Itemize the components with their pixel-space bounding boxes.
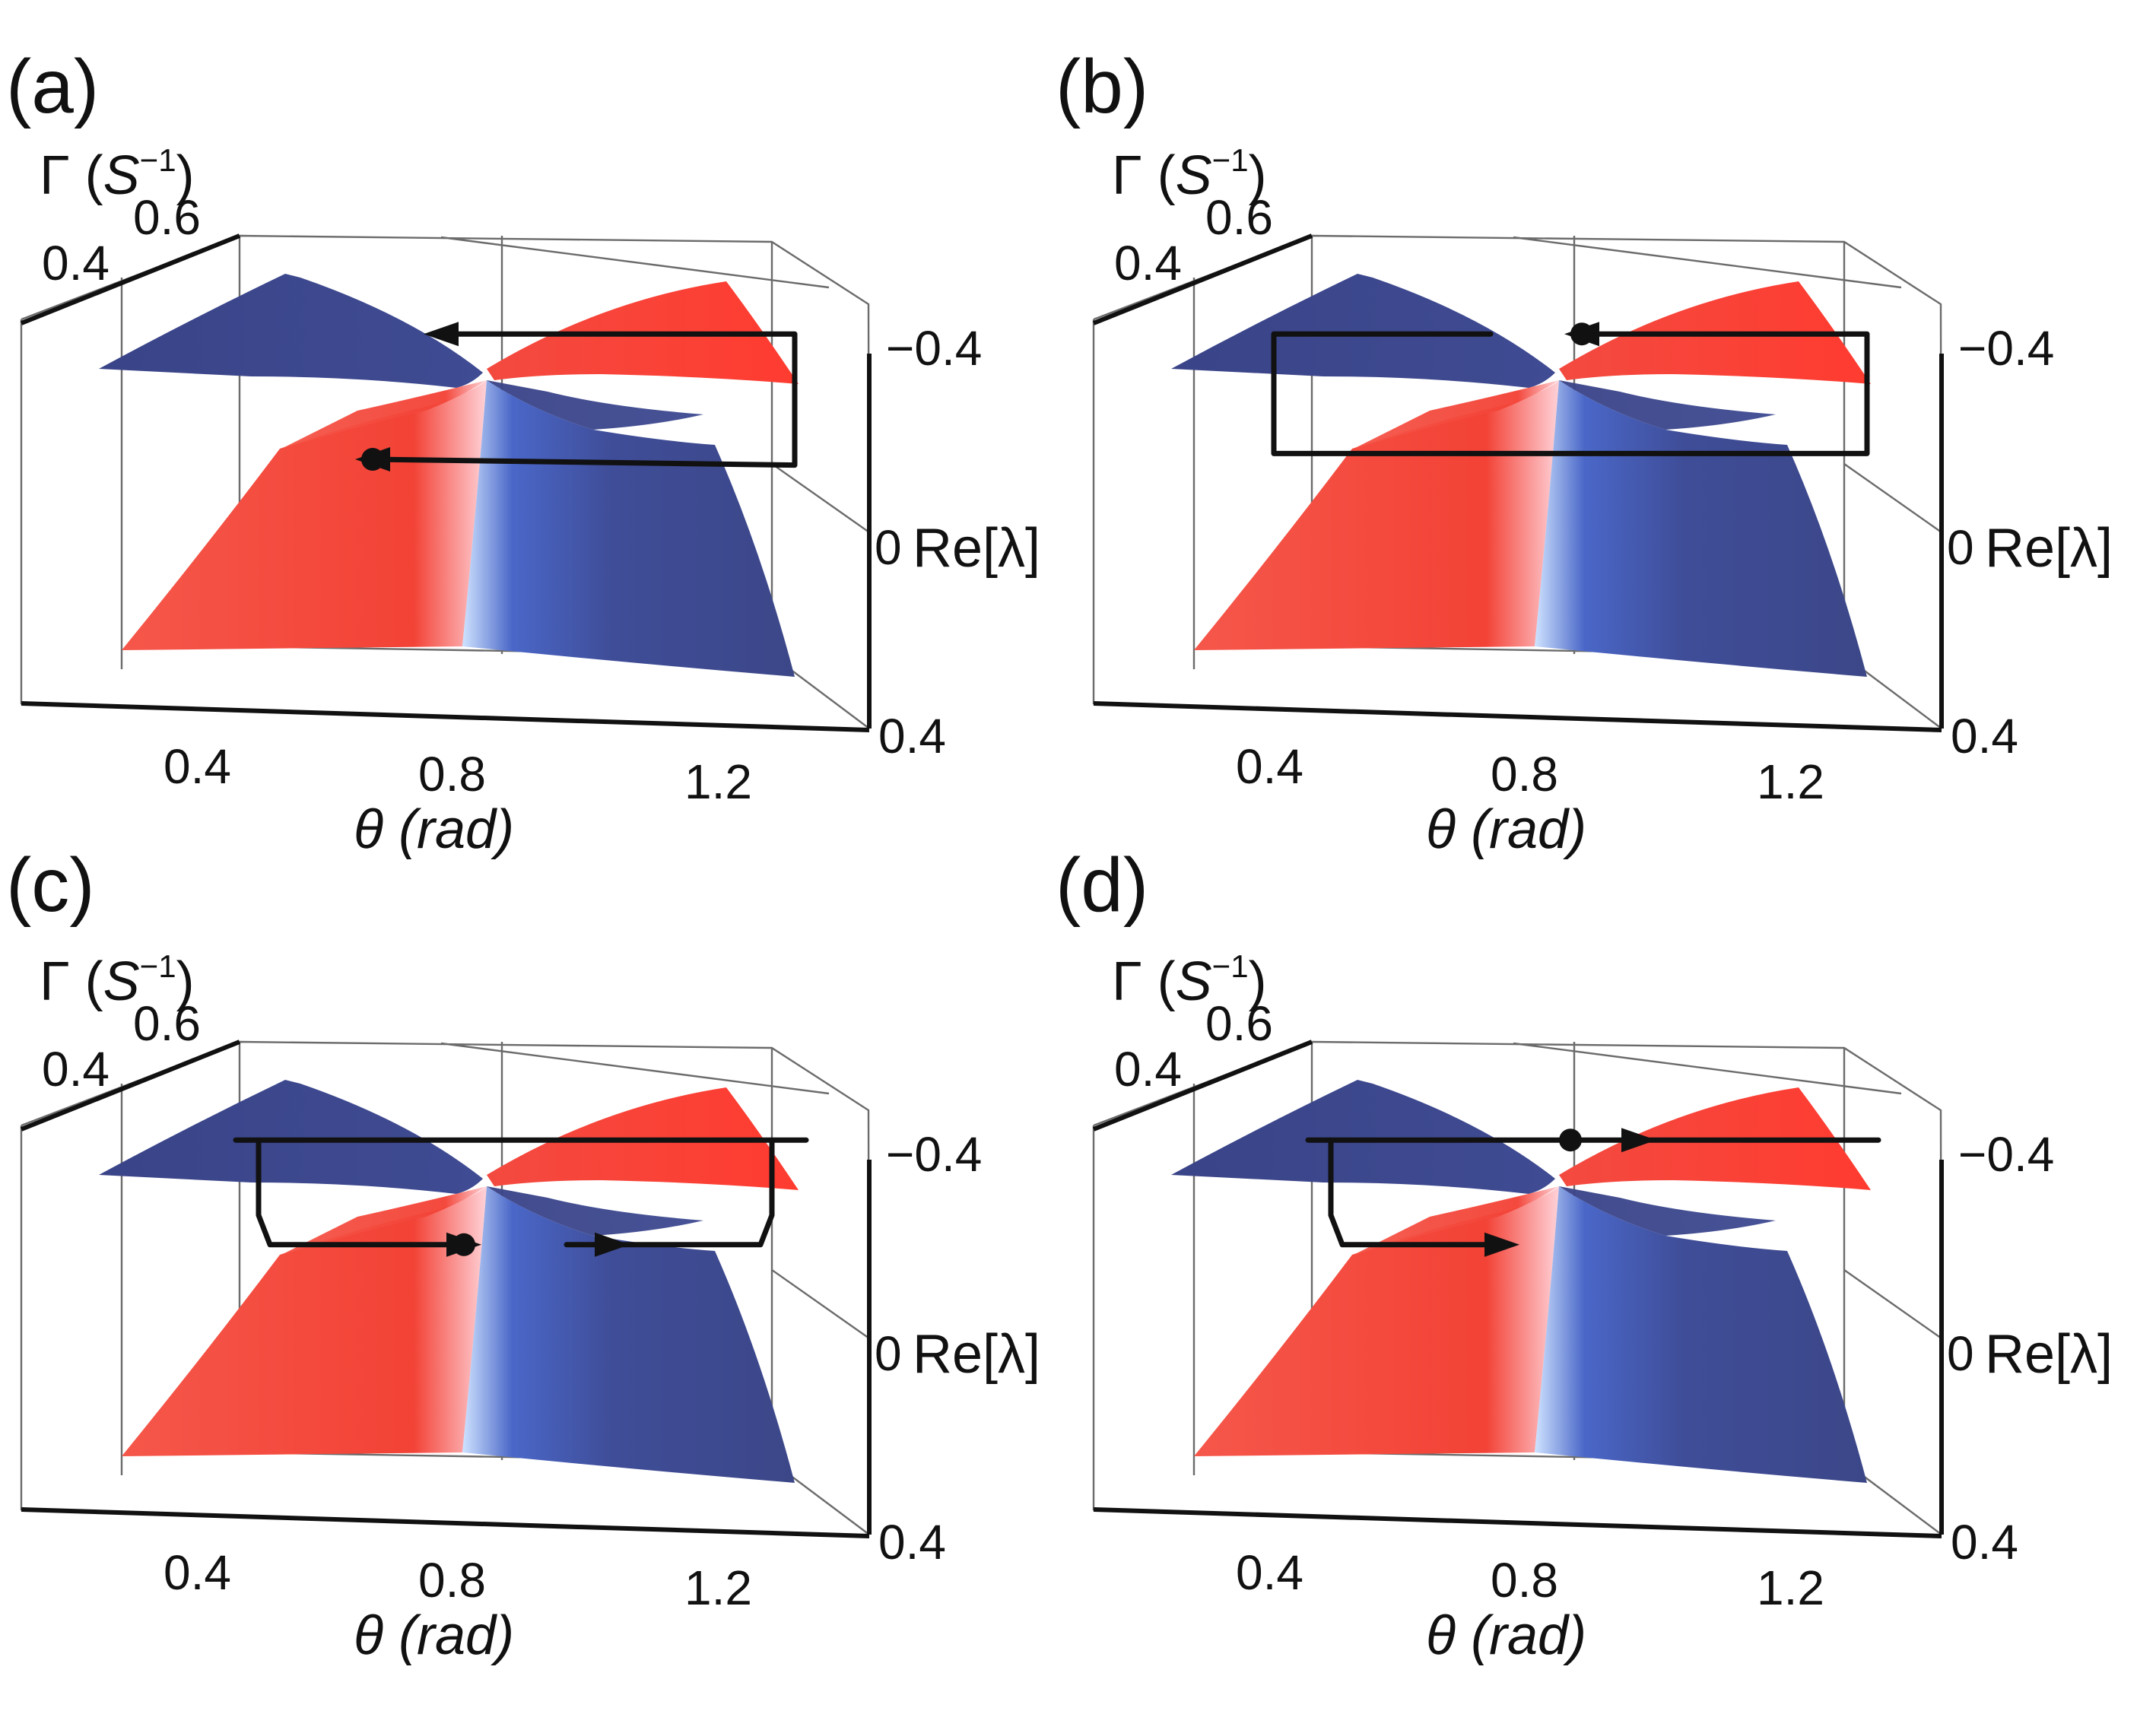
upper-blue-lower-flap: [487, 380, 703, 430]
x-axis-label: θ (rad): [354, 799, 514, 860]
x-tick-label: 0.4: [1236, 1545, 1303, 1600]
z-axis-label: Re[λ]: [913, 1324, 1040, 1385]
trajectory-line: [256, 1137, 467, 1248]
panel-c: (c) Γ (S−1) 0.6 0.4 −0.4 0 Re[λ] 0.4 0.4…: [6, 843, 1040, 1666]
x-tick-label: 1.2: [1757, 1560, 1824, 1615]
y-axis-label: Γ (S−1): [1112, 142, 1267, 206]
arrow-head: [1484, 1232, 1519, 1257]
x-tick-label: 1.2: [1757, 754, 1824, 809]
z-tick-label: −0.4: [1958, 1127, 2054, 1182]
z-axis-label: Re[λ]: [913, 518, 1040, 579]
arrow-head: [595, 1232, 630, 1257]
trajectory-line: [1271, 331, 1870, 456]
z-tick-label: 0.4: [1951, 1515, 2018, 1570]
trajectory-line: [370, 331, 798, 468]
surface-sheets: [99, 1080, 799, 1483]
z-tick-label: 0.4: [878, 1515, 946, 1570]
lower-red-flap: [281, 380, 487, 449]
upper-blue-lower-flap: [1559, 1186, 1776, 1236]
z-tick-label: 0.4: [1951, 709, 2018, 763]
x-tick-label: 1.2: [684, 1560, 752, 1615]
surface-sheets: [1171, 1080, 1871, 1483]
x-axis-label: θ (rad): [354, 1605, 514, 1666]
upper-blue-sheet: [1171, 1080, 1555, 1194]
trajectory: [233, 1137, 809, 1257]
z-tick-label: 0: [875, 520, 902, 575]
lower-red-flap: [1354, 1186, 1559, 1255]
end-point-marker: [1559, 1128, 1582, 1152]
svg-text:Γ (S−1): Γ (S−1): [1112, 948, 1267, 1012]
lower-red-sheet: [1194, 380, 1559, 650]
z-axis-label: Re[λ]: [1985, 518, 2113, 579]
y-axis-label: Γ (S−1): [40, 142, 195, 206]
x-tick-label: 0.8: [1491, 747, 1558, 802]
x-tick-label: 0.8: [418, 1553, 486, 1608]
svg-text:Γ (S−1): Γ (S−1): [40, 948, 195, 1012]
lower-blue-sheet: [462, 1186, 795, 1483]
y-tick-label: 0.6: [1205, 190, 1273, 245]
y-tick-label: 0.4: [1114, 236, 1182, 290]
lower-red-sheet: [122, 380, 487, 650]
arrow-head: [424, 322, 459, 347]
z-tick-label: 0: [1947, 520, 1974, 575]
x-tick-label: 0.4: [164, 1545, 231, 1600]
z-tick-label: −0.4: [886, 321, 982, 376]
y-tick-label: 0.4: [42, 236, 110, 290]
lower-blue-sheet: [462, 380, 795, 677]
y-axis-label: Γ (S−1): [40, 948, 195, 1012]
z-tick-label: −0.4: [1958, 321, 2054, 376]
panel-a: (a) Γ (S−1) 0.6 0.4 −0.4 0 Re[λ] 0.4 0.4: [6, 44, 1040, 860]
y-axis-label: Γ (S−1): [1112, 948, 1267, 1012]
end-point-marker: [361, 448, 384, 471]
panel-label: (d): [1056, 843, 1148, 928]
trajectory-line: [1328, 1137, 1505, 1248]
end-point-marker: [452, 1233, 475, 1256]
trajectory-line: [564, 1137, 775, 1248]
lower-blue-sheet: [1535, 1186, 1867, 1483]
y-tick-label: 0.4: [42, 1042, 110, 1097]
x-tick-label: 1.2: [684, 754, 752, 809]
surface-sheets: [99, 274, 799, 677]
panel-label: (a): [6, 44, 99, 129]
svg-text:Γ (S−1): Γ (S−1): [40, 142, 195, 206]
arrow-head: [1621, 1128, 1656, 1153]
lower-red-flap: [281, 1186, 487, 1255]
panel-label: (b): [1056, 44, 1148, 129]
panel-label: (c): [6, 843, 95, 928]
x-tick-label: 0.4: [164, 739, 231, 794]
y-tick-label: 0.6: [133, 190, 201, 245]
z-tick-label: −0.4: [886, 1127, 982, 1182]
z-tick-label: 0: [875, 1326, 902, 1381]
upper-blue-lower-flap: [487, 1186, 703, 1236]
x-axis-label: θ (rad): [1426, 799, 1586, 860]
trajectory: [355, 322, 798, 471]
panel-b: (b) Γ (S−1) 0.6 0.4 −0.4 0 Re[λ] 0.4 0.4…: [1056, 44, 2113, 860]
end-point-marker: [1570, 322, 1593, 346]
panel-d: (d) Γ (S−1) 0.6 0.4 −0.4 0 Re[λ] 0.4 0.4…: [1056, 843, 2113, 1666]
x-tick-label: 0.8: [418, 747, 486, 802]
y-tick-label: 0.6: [133, 996, 201, 1051]
z-tick-label: 0.4: [878, 709, 946, 763]
z-tick-label: 0: [1947, 1326, 1974, 1381]
lower-red-sheet: [1194, 1186, 1559, 1456]
upper-blue-sheet: [99, 1080, 483, 1194]
trajectory: [1305, 1128, 1881, 1257]
x-tick-label: 0.4: [1236, 739, 1303, 794]
x-tick-label: 0.8: [1491, 1553, 1558, 1608]
lower-red-sheet: [122, 1186, 487, 1456]
upper-blue-sheet: [99, 274, 483, 388]
lower-red-flap: [1354, 380, 1559, 449]
upper-blue-sheet: [1171, 274, 1555, 388]
upper-blue-lower-flap: [1559, 380, 1776, 430]
z-axis-label: Re[λ]: [1985, 1324, 2113, 1385]
trajectory: [1271, 322, 1870, 456]
svg-text:Γ (S−1): Γ (S−1): [1112, 142, 1267, 206]
y-tick-label: 0.4: [1114, 1042, 1182, 1097]
y-tick-label: 0.6: [1205, 996, 1273, 1051]
x-axis-label: θ (rad): [1426, 1605, 1586, 1666]
